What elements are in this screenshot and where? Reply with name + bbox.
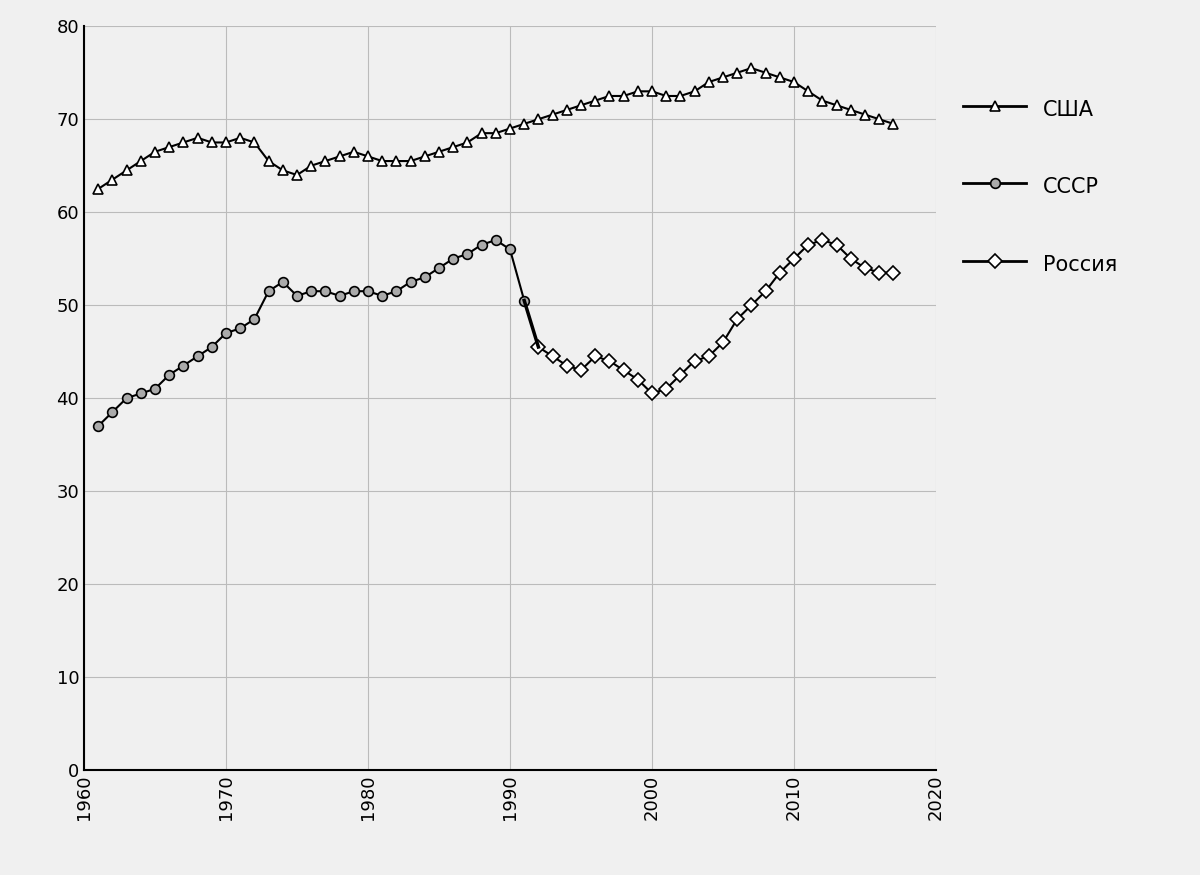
- Россия: [829, 240, 844, 250]
- СССР: [517, 295, 532, 305]
- СССР: [376, 290, 390, 301]
- США: [744, 63, 758, 74]
- СССР: [120, 393, 134, 403]
- СССР: [218, 328, 233, 339]
- Россия: [574, 365, 588, 375]
- Line: США: США: [94, 63, 899, 193]
- СССР: [176, 360, 191, 371]
- СССР: [318, 286, 332, 297]
- СССР: [290, 290, 305, 301]
- США: [120, 165, 134, 176]
- СССР: [461, 248, 475, 259]
- Россия: [688, 355, 702, 366]
- Россия: [602, 355, 617, 366]
- Россия: [702, 351, 716, 361]
- СССР: [304, 286, 318, 297]
- Россия: [532, 342, 546, 353]
- Россия: [631, 374, 646, 385]
- Россия: [644, 388, 659, 399]
- Россия: [815, 234, 829, 245]
- США: [432, 146, 446, 157]
- Россия: [588, 351, 602, 361]
- СССР: [233, 323, 247, 333]
- СССР: [503, 244, 517, 255]
- Россия: [716, 337, 731, 347]
- Россия: [617, 365, 631, 375]
- СССР: [133, 388, 148, 399]
- США: [644, 86, 659, 96]
- СССР: [205, 342, 220, 353]
- США: [631, 86, 646, 96]
- СССР: [488, 234, 503, 245]
- Россия: [787, 254, 802, 264]
- СССР: [247, 314, 262, 325]
- Россия: [744, 300, 758, 311]
- Россия: [844, 254, 858, 264]
- Россия: [773, 268, 787, 278]
- Россия: [673, 369, 688, 380]
- СССР: [432, 262, 446, 273]
- Россия: [546, 351, 560, 361]
- Line: СССР: СССР: [94, 235, 529, 430]
- Россия: [872, 268, 887, 278]
- Россия: [730, 314, 744, 325]
- СССР: [332, 290, 347, 301]
- СССР: [446, 254, 461, 264]
- Россия: [802, 240, 816, 250]
- СССР: [276, 276, 290, 287]
- СССР: [361, 286, 376, 297]
- Россия: [559, 360, 574, 371]
- СССР: [403, 276, 418, 287]
- СССР: [262, 286, 276, 297]
- СССР: [191, 351, 205, 361]
- Россия: [858, 262, 872, 273]
- США: [91, 184, 106, 194]
- СССР: [418, 272, 432, 283]
- СССР: [148, 383, 162, 394]
- СССР: [347, 286, 361, 297]
- СССР: [106, 407, 120, 417]
- Россия: [659, 383, 673, 394]
- США: [133, 156, 148, 166]
- Legend: США, СССР, Россия: США, СССР, Россия: [964, 96, 1117, 276]
- СССР: [389, 286, 403, 297]
- Россия: [758, 286, 773, 297]
- США: [304, 160, 318, 171]
- Line: Россия: Россия: [534, 235, 899, 398]
- СССР: [474, 240, 488, 250]
- США: [887, 119, 901, 130]
- Россия: [887, 268, 901, 278]
- СССР: [162, 369, 176, 380]
- СССР: [91, 421, 106, 431]
